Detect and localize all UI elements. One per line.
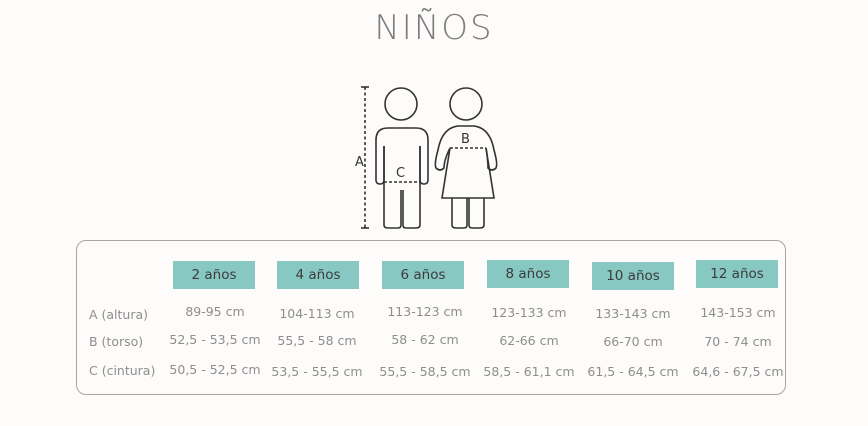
table-cell: 58,5 - 61,1 cm xyxy=(483,364,575,379)
table-cell: 58 - 62 cm xyxy=(391,332,459,347)
height-measure-line xyxy=(361,86,369,229)
boy-icon: C xyxy=(375,87,429,229)
label-a: A xyxy=(355,155,364,170)
table-cell: 143-153 cm xyxy=(700,305,776,320)
row-label: B (torso) xyxy=(89,334,144,349)
table-cell: 113-123 cm xyxy=(387,304,463,319)
column-header: 6 años xyxy=(382,261,464,289)
table-cell: 66-70 cm xyxy=(603,334,663,349)
table-cell: 123-133 cm xyxy=(491,305,567,320)
table-cell: 104-113 cm xyxy=(279,306,355,321)
label-b: B xyxy=(461,132,470,147)
table-cell: 64,6 - 67,5 cm xyxy=(692,364,784,379)
table-cell: 89-95 cm xyxy=(185,304,245,319)
column-header: 2 años xyxy=(173,261,255,289)
table-cell: 55,5 - 58 cm xyxy=(277,333,357,348)
row-label: A (altura) xyxy=(89,307,149,322)
row-label: C (cintura) xyxy=(89,363,156,378)
girl-icon: B xyxy=(434,87,498,229)
column-header: 8 años xyxy=(487,260,569,288)
column-header: 12 años xyxy=(696,260,778,288)
table-cell: 70 - 74 cm xyxy=(704,334,772,349)
measurement-figure: A C B xyxy=(355,86,498,229)
table-cell: 61,5 - 64,5 cm xyxy=(587,364,679,379)
table-cell: 50,5 - 52,5 cm xyxy=(169,362,261,377)
table-cell: 55,5 - 58,5 cm xyxy=(379,364,471,379)
size-table: 2 años 4 años 6 años 8 años 10 años 12 a… xyxy=(76,240,786,395)
table-cell: 52,5 - 53,5 cm xyxy=(169,332,261,347)
column-header: 10 años xyxy=(592,262,674,290)
table-cell: 62-66 cm xyxy=(499,333,559,348)
label-c: C xyxy=(396,166,405,181)
page-title: NIÑOS xyxy=(374,8,494,48)
column-header: 4 años xyxy=(277,261,359,289)
table-cell: 133-143 cm xyxy=(595,306,671,321)
table-cell: 53,5 - 55,5 cm xyxy=(271,364,363,379)
